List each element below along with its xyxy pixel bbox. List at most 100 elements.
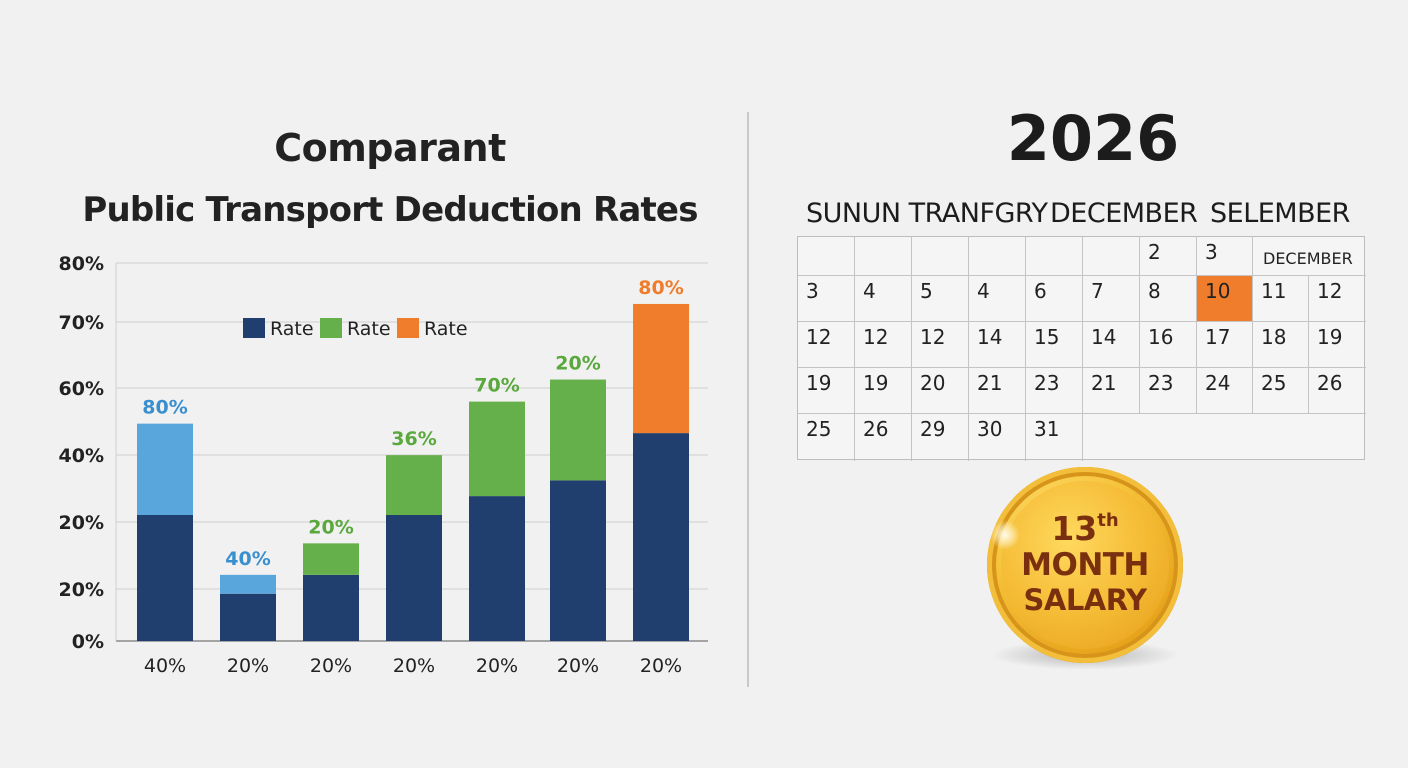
- y-tick-label: 0%: [72, 631, 104, 653]
- bar-segment: [386, 515, 442, 641]
- y-tick-label: 20%: [59, 512, 104, 534]
- data-label: 36%: [391, 428, 436, 450]
- calendar-day: 12: [912, 322, 969, 368]
- calendar-day: 12: [855, 322, 912, 368]
- y-tick-label: 80%: [59, 253, 104, 275]
- calendar-day: [969, 237, 1026, 276]
- calendar-day: 7: [1083, 276, 1140, 322]
- calendar-day: 26: [855, 414, 912, 461]
- calendar-day: 12: [798, 322, 855, 368]
- divider: [747, 112, 749, 687]
- y-tick-label: 70%: [59, 312, 104, 334]
- calendar-day: 19: [855, 368, 912, 414]
- badge-number: 13th: [987, 509, 1183, 548]
- calendar-day: 14: [969, 322, 1026, 368]
- calendar-day: [1083, 237, 1140, 276]
- y-tick-label: 20%: [59, 579, 104, 601]
- data-label: 70%: [474, 375, 519, 397]
- calendar-day: 18: [1253, 322, 1309, 368]
- calendar-day-highlighted: 10: [1197, 276, 1253, 322]
- y-tick-label: 60%: [59, 378, 104, 400]
- x-tick-label: 20%: [557, 655, 599, 677]
- calendar-day: 6: [1026, 276, 1083, 322]
- month-header-1: SUNUN TRANFGRY: [806, 198, 1048, 229]
- legend-label: Rate: [424, 318, 468, 340]
- legend-swatch: [397, 318, 419, 338]
- calendar-day: [912, 237, 969, 276]
- data-label: 40%: [225, 548, 270, 570]
- bar-segment: [220, 593, 276, 641]
- bar-segment: [550, 480, 606, 641]
- calendar-day: 25: [798, 414, 855, 461]
- calendar-day: 26: [1309, 368, 1366, 414]
- calendar-day: 23: [1140, 368, 1197, 414]
- calendar-day: 25: [1253, 368, 1309, 414]
- x-tick-label: 20%: [393, 655, 435, 677]
- x-tick-label: 20%: [476, 655, 518, 677]
- sparkle-icon: [990, 520, 1020, 550]
- x-tick-label: 20%: [640, 655, 682, 677]
- calendar-day: 12: [1309, 276, 1366, 322]
- calendar-day: 14: [1083, 322, 1140, 368]
- calendar-day: 24: [1197, 368, 1253, 414]
- bar-segment: [633, 433, 689, 641]
- calendar-day: 23: [1026, 368, 1083, 414]
- legend-swatch: [243, 318, 265, 338]
- bar-segment: [137, 423, 193, 515]
- calendar-day: 19: [798, 368, 855, 414]
- calendar-day: 11: [1253, 276, 1309, 322]
- calendar-day: 3: [798, 276, 855, 322]
- calendar-day: 29: [912, 414, 969, 461]
- bar-segment: [633, 303, 689, 434]
- x-tick-label: 20%: [227, 655, 269, 677]
- bar-chart: 80% 70% 60% 40% 20% 20% 0% 80% 40% 40% 20% 20% 20% 36…: [59, 253, 708, 677]
- calendar-day: 3: [1197, 237, 1253, 276]
- calendar-year: 2026: [1006, 102, 1180, 175]
- calendar-grid: 2 3 DECEMBER 3 4 5 4 6 7 8 10 11 12 12 12 12 14 15 14 16 17 1…: [797, 236, 1366, 461]
- calendar-day: [798, 237, 855, 276]
- bar-segment: [303, 543, 359, 575]
- bar-segment: [469, 496, 525, 641]
- bar-segment: [303, 574, 359, 641]
- calendar-day: 21: [969, 368, 1026, 414]
- calendar-day: 30: [969, 414, 1026, 461]
- calendar-day: 15: [1026, 322, 1083, 368]
- bar-segment: [220, 574, 276, 594]
- data-label: 20%: [555, 353, 600, 375]
- calendar-day: 4: [855, 276, 912, 322]
- calendar-day: 17: [1197, 322, 1253, 368]
- legend-label: Rate: [347, 318, 391, 340]
- bar-segment: [550, 379, 606, 481]
- x-tick-label: 40%: [144, 655, 186, 677]
- badge-line2: SALARY: [1023, 583, 1148, 617]
- calendar-month-note: DECEMBER: [1253, 237, 1366, 276]
- calendar-day: 19: [1309, 322, 1366, 368]
- calendar-day: 2: [1140, 237, 1197, 276]
- chart-title: Comparant: [274, 126, 506, 170]
- data-label: 80%: [638, 277, 683, 299]
- calendar-day: 8: [1140, 276, 1197, 322]
- badge-inner-ring: [1001, 481, 1169, 649]
- month-header-2: DECEMBER: [1050, 198, 1198, 229]
- badge-suffix: th: [1097, 510, 1119, 531]
- month-header-3: SELEMBER: [1210, 198, 1350, 229]
- calendar-day: 20: [912, 368, 969, 414]
- calendar-day: 5: [912, 276, 969, 322]
- calendar-day: 16: [1140, 322, 1197, 368]
- bar-segment: [469, 401, 525, 497]
- badge-line1: MONTH: [1021, 547, 1149, 583]
- calendar-day: 21: [1083, 368, 1140, 414]
- badge-number-value: 13: [1051, 509, 1098, 548]
- data-label: 20%: [308, 516, 353, 538]
- 13th-month-salary-badge: 13th MONTH SALARY: [987, 467, 1183, 663]
- calendar-day: [855, 237, 912, 276]
- calendar-day: 31: [1026, 414, 1083, 461]
- chart-subtitle: Public Transport Deduction Rates: [82, 190, 698, 230]
- y-tick-label: 40%: [59, 445, 104, 467]
- calendar-day: [1026, 237, 1083, 276]
- data-label: 80%: [142, 397, 187, 419]
- legend-label: Rate: [270, 318, 314, 340]
- legend-swatch: [320, 318, 342, 338]
- calendar-day: 4: [969, 276, 1026, 322]
- bar-segment: [137, 515, 193, 641]
